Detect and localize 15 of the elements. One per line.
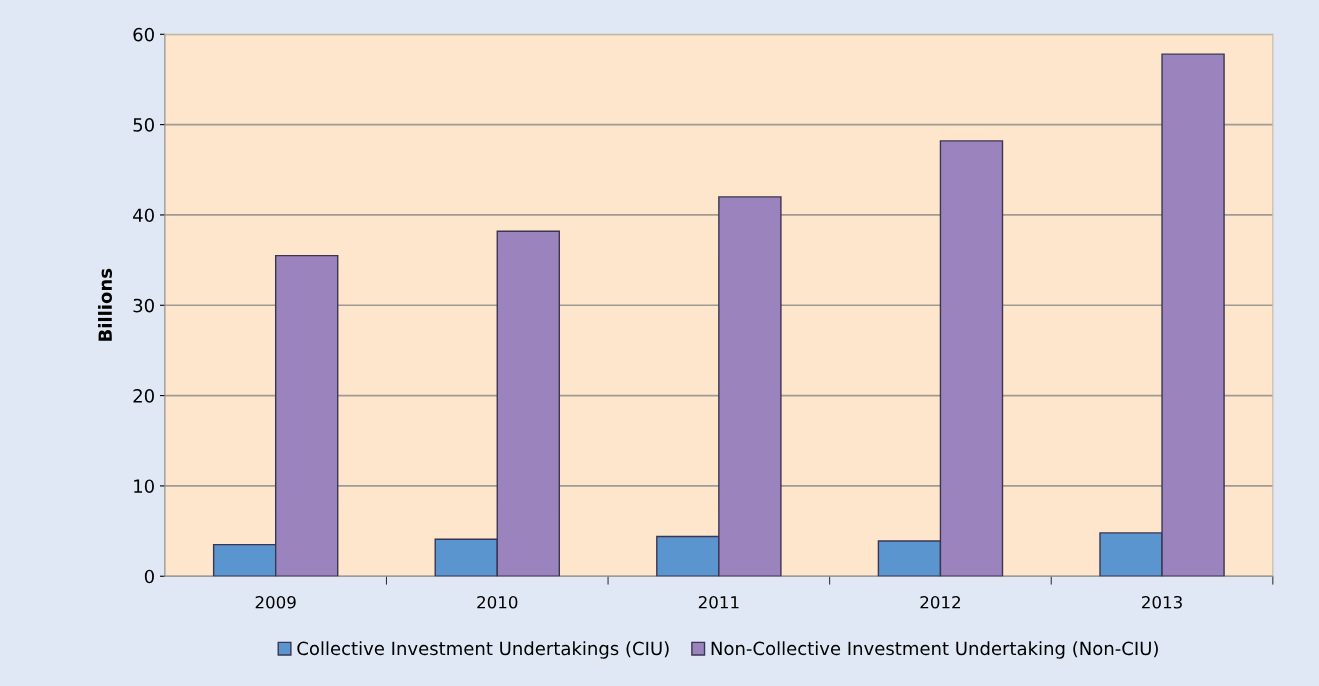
y-tick-label: 0 <box>144 569 154 584</box>
legend-label: Collective Investment Undertakings (CIU) <box>297 641 669 659</box>
x-tick-label: 2011 <box>698 595 739 609</box>
x-tick-label: 2010 <box>477 595 518 609</box>
x-tick-label: 2009 <box>255 595 296 609</box>
x-tick-label: 2013 <box>1142 595 1182 609</box>
legend-label: Non-Collective Investment Undertaking (Non-CIU) <box>711 641 1158 659</box>
y-tick-label: 60 <box>133 27 154 42</box>
y-tick-label: 20 <box>133 389 154 403</box>
y-tick-label: 30 <box>133 298 154 313</box>
y-axis-title: Billions <box>98 268 113 341</box>
y-tick-label: 10 <box>134 479 154 494</box>
y-tick-label: 40 <box>133 208 154 223</box>
y-tick-label: 50 <box>133 118 154 132</box>
x-tick-label: 2012 <box>920 595 960 609</box>
